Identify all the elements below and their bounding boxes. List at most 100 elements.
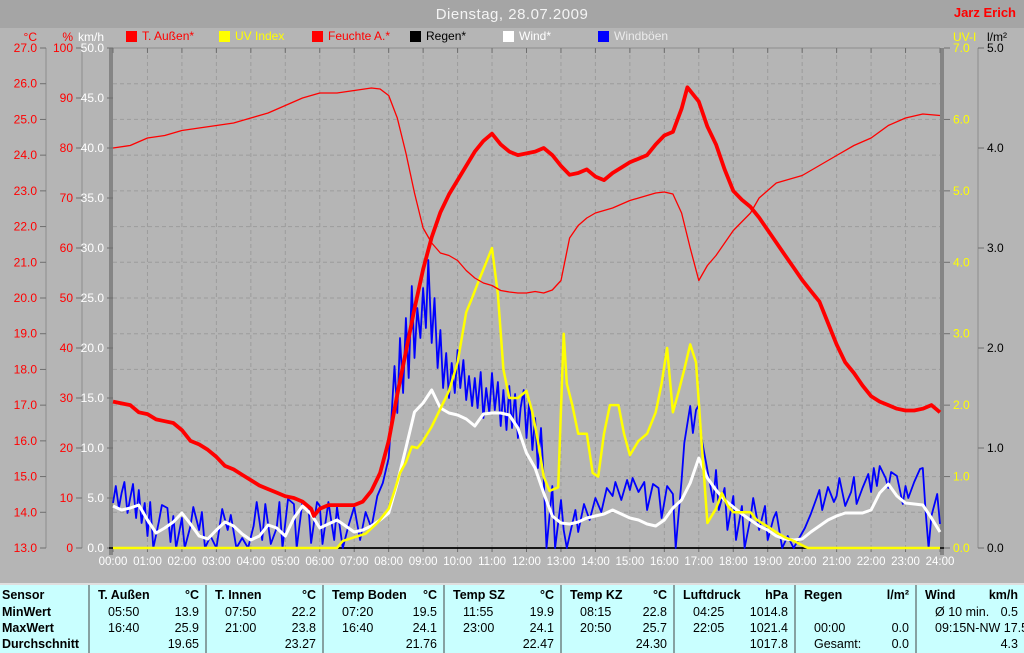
svg-text:13.0: 13.0	[14, 541, 38, 555]
svg-text:20:00: 20:00	[788, 556, 817, 568]
svg-text:2.0: 2.0	[953, 398, 970, 412]
t-aussen-swatch-icon	[126, 30, 137, 42]
wind-swatch-icon	[503, 30, 514, 42]
legend-label: Regen*	[426, 29, 467, 43]
cell-value: 19.5	[412, 604, 437, 619]
cell-value: 4.3	[1000, 637, 1018, 652]
svg-text:15:00: 15:00	[615, 556, 644, 568]
cell-value: 25.7	[642, 620, 667, 635]
col-unit: °C	[539, 588, 554, 603]
legend-item-windboeen: Windböen	[598, 29, 668, 43]
svg-text:24:00: 24:00	[926, 556, 955, 568]
col-header: Temp Boden	[332, 588, 407, 603]
svg-text:16.0: 16.0	[14, 434, 38, 448]
cell-value: 24.1	[412, 620, 437, 635]
cell-value: 22.8	[642, 604, 667, 619]
cell-time: 20:50	[580, 620, 612, 635]
table-col-luftdruck: Luftdruck hPa 04:25 1014.8 22:05 1021.4 101…	[673, 585, 794, 653]
series-wind	[112, 388, 942, 542]
svg-text:14.0: 14.0	[14, 505, 38, 519]
feuchte-swatch-icon	[312, 30, 323, 42]
svg-text:80: 80	[60, 141, 74, 155]
table-col-t-innen: T. Innen °C 07:50 22.2 21:00 23.8 23.27	[205, 585, 322, 653]
svg-text:100: 100	[53, 41, 73, 55]
svg-text:45.0: 45.0	[81, 91, 105, 105]
cell-value: 0.0	[891, 620, 909, 635]
svg-text:3.0: 3.0	[987, 241, 1004, 255]
svg-text:5.0: 5.0	[87, 491, 104, 505]
cell-value: 0.5	[1000, 604, 1018, 619]
legend-label: Wind*	[519, 29, 552, 43]
svg-text:0.0: 0.0	[87, 541, 104, 555]
svg-text:15.0: 15.0	[81, 391, 105, 405]
col-unit: l/m²	[886, 588, 909, 603]
table-row-label-avg: Durchschnitt	[2, 637, 80, 652]
svg-text:20.0: 20.0	[14, 291, 38, 305]
table-col-temp-sz: Temp SZ °C 11:55 19.9 23:00 24.1 22.47	[443, 585, 560, 653]
legend-item-uv-index: UV Index	[219, 29, 284, 43]
svg-text:25.0: 25.0	[81, 291, 105, 305]
svg-text:7.0: 7.0	[953, 41, 970, 55]
svg-text:km/h: km/h	[78, 30, 104, 44]
cell-time: 16:40	[108, 620, 140, 635]
cell-time: 23:00	[463, 620, 495, 635]
svg-text:13:00: 13:00	[547, 556, 576, 568]
cell-value: 21.76	[405, 637, 437, 652]
cell-time: 21:00	[225, 620, 257, 635]
legend-item-wind: Wind*	[503, 29, 551, 43]
cell-time: 11:55	[463, 604, 494, 619]
col-unit: °C	[652, 588, 667, 603]
col-unit: °C	[184, 588, 199, 603]
svg-text:01:00: 01:00	[133, 556, 162, 568]
page-title: Dienstag, 28.07.2009	[435, 6, 589, 23]
svg-text:UV-I: UV-I	[953, 30, 976, 44]
table-col-temp-kz: Temp KZ °C 08:15 22.8 20:50 25.7 24.30	[560, 585, 673, 653]
legend-item-regen: Regen*	[410, 29, 466, 43]
svg-text:90: 90	[60, 91, 74, 105]
regen-swatch-icon	[410, 30, 421, 42]
series	[112, 85, 942, 550]
table-col-temp-boden: Temp Boden °C 07:20 19.5 16:40 24.1 21.76	[322, 585, 443, 653]
svg-text:15.0: 15.0	[14, 470, 38, 484]
svg-text:25.0: 25.0	[14, 112, 38, 126]
cell-value: 23.8	[291, 620, 316, 635]
cell-time: 16:40	[342, 620, 374, 635]
col-unit: km/h	[988, 588, 1018, 603]
svg-text:3.0: 3.0	[953, 327, 970, 341]
svg-text:5.0: 5.0	[987, 41, 1004, 55]
svg-text:09:00: 09:00	[409, 556, 438, 568]
svg-text:22.0: 22.0	[14, 220, 38, 234]
cell-time: 22:05	[693, 620, 725, 635]
cell-value: 22.2	[291, 604, 316, 619]
svg-text:16:00: 16:00	[650, 556, 679, 568]
cell-value: 0.0	[891, 637, 909, 652]
svg-text:70: 70	[60, 191, 74, 205]
col-header: Wind	[925, 588, 956, 603]
svg-text:1.0: 1.0	[987, 441, 1004, 455]
table-col-regen: Regen l/m² 00:00 0.0 Gesamt: 0.0	[794, 585, 915, 653]
series-t-au-en	[112, 85, 942, 518]
axes: 13.0 14.0 15.0 16.0 17.0 18.0 19.0 20.0 21.0 22.0…	[14, 30, 1007, 568]
svg-text:19:00: 19:00	[753, 556, 782, 568]
series-windb-en	[112, 259, 941, 549]
col-header: T. Außen	[98, 588, 150, 603]
legend-label: UV Index	[235, 29, 285, 43]
svg-text:2.0: 2.0	[987, 341, 1004, 355]
series-uv-index	[113, 246, 940, 550]
table-col-t-aussen: T. Außen °C 05:50 13.9 16:40 25.9 19.65	[88, 585, 205, 653]
legend-item-feuchte: Feuchte A.*	[312, 29, 390, 43]
cell-time: 05:50	[108, 604, 140, 619]
svg-text:18:00: 18:00	[719, 556, 748, 568]
cell-value: 1021.4	[749, 620, 788, 635]
svg-text:27.0: 27.0	[14, 41, 38, 55]
table-col-wind: Wind km/h Ø 10 min. 0.5 09:15 N-NW 17.5 4.3	[915, 585, 1024, 653]
cell-value: 1014.8	[749, 604, 788, 619]
legend-item-t-aussen: T. Außen*	[126, 29, 194, 43]
cell-value: N-NW 17.5	[966, 620, 1024, 635]
svg-text:06:00: 06:00	[305, 556, 334, 568]
table-col-row-labels: Sensor MinWert MaxWert Durchschnitt	[0, 585, 88, 653]
legend-label: Feuchte A.*	[328, 29, 391, 43]
svg-text:l/m²: l/m²	[987, 30, 1007, 44]
svg-text:30.0: 30.0	[81, 241, 105, 255]
